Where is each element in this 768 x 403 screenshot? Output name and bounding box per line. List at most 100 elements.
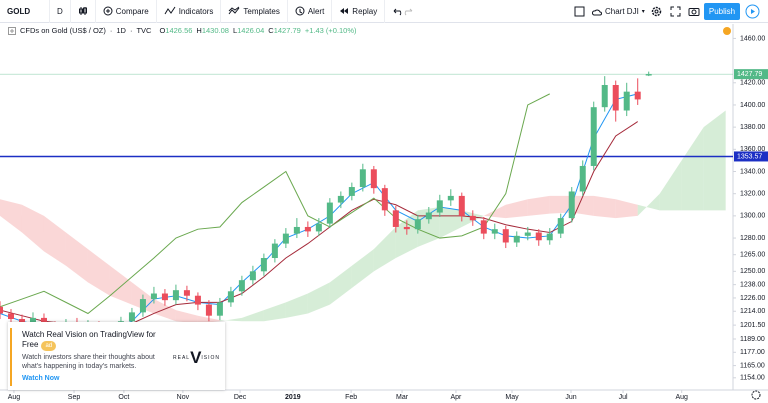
y-tick-label: 1360.00 <box>740 146 765 153</box>
y-tick-label: 1177.00 <box>740 349 765 356</box>
y-tick-label: 1201.50 <box>740 322 765 329</box>
ad-cta[interactable]: Watch Now <box>22 375 60 382</box>
candle-body <box>403 226 410 230</box>
x-tick-label: Jun <box>565 394 576 401</box>
settings-button[interactable] <box>651 6 662 17</box>
plot-area <box>0 71 733 338</box>
candle-body <box>216 302 223 316</box>
candle-body <box>469 215 476 221</box>
ohlc-value: 1430.08 <box>201 26 229 35</box>
sep: · <box>129 26 133 35</box>
ad-badge: ad <box>41 341 57 351</box>
x-tick-label: Feb <box>345 394 357 401</box>
compare-label: Compare <box>115 6 149 16</box>
cloud-segment <box>703 110 726 211</box>
candle-body <box>282 233 289 244</box>
ohlc-value: 1426.56 <box>165 26 193 35</box>
ad-title-row: Watch Real Vision on TradingView for Fre… <box>22 330 162 351</box>
level-tag <box>734 151 768 162</box>
publish-label: Publish <box>708 7 736 16</box>
ad-panel: Watch Real Vision on TradingView for Fre… <box>8 322 225 390</box>
candle-body <box>579 165 586 192</box>
candle-body <box>7 313 14 320</box>
chart-type-button[interactable] <box>71 0 96 23</box>
y-tick-label: 1165.00 <box>740 362 765 369</box>
publish-button[interactable]: Publish <box>704 3 740 20</box>
y-tick-label: 1214.00 <box>740 308 765 315</box>
symbol-search[interactable]: GOLD <box>0 0 50 23</box>
fullscreen-toggle[interactable] <box>574 6 585 17</box>
cloud-segment <box>21 204 44 252</box>
candle-body <box>0 306 3 314</box>
cloud-segment <box>109 265 132 305</box>
candle-body <box>381 188 388 211</box>
ad-body: Watch investors share their thoughts abo… <box>22 354 155 370</box>
y-tick-label: 1420.00 <box>740 80 765 87</box>
alert-icon <box>295 6 305 16</box>
chevron: ▾ <box>641 9 645 15</box>
candle-body <box>491 229 498 234</box>
candle-body <box>535 232 542 241</box>
cloud-segment <box>307 282 330 314</box>
alert-label: Alert <box>307 6 325 16</box>
live-button[interactable] <box>745 4 760 19</box>
interval-button[interactable]: D <box>50 0 71 23</box>
candle-body <box>260 258 267 272</box>
change: +1.43 (+0.10%) <box>304 26 357 35</box>
candle-body <box>557 218 564 234</box>
cloud-icon <box>592 9 602 15</box>
symbol-name: CFDs on Gold (US$ / OZ) <box>20 26 106 35</box>
indicator-line <box>0 93 550 315</box>
candle-body <box>480 220 487 234</box>
y-tick-label: 1226.00 <box>740 295 765 302</box>
ohlc-label: O <box>159 26 166 35</box>
cloud-segment <box>263 302 286 322</box>
undo-redo[interactable] <box>385 0 421 23</box>
collapse-icon[interactable] <box>8 26 16 35</box>
alert-button[interactable]: Alert <box>288 0 333 23</box>
cloud-segment <box>615 199 638 219</box>
logo-part: V <box>190 348 202 367</box>
cloud-segment <box>241 310 264 322</box>
cloud-segment <box>681 127 704 211</box>
cloud-segment <box>175 310 198 324</box>
compare-button[interactable]: Compare <box>96 0 157 23</box>
cloud-segment <box>571 195 594 216</box>
candle-body <box>348 187 355 196</box>
y-tick-label: 1340.00 <box>740 168 765 175</box>
indicators-button[interactable]: Indicators <box>157 0 222 23</box>
candle-body <box>414 219 421 230</box>
y-tick-label: 1380.00 <box>740 124 765 131</box>
cloud-segment <box>505 199 528 219</box>
maximize-button[interactable] <box>670 6 681 17</box>
candle-body <box>150 293 157 300</box>
layout-label: Chart DJI <box>605 7 639 16</box>
candle-body <box>205 304 212 316</box>
candle-body <box>645 74 652 76</box>
replay-button[interactable]: Replay <box>332 0 386 23</box>
replay-icon <box>340 8 349 14</box>
candle-body <box>139 299 146 313</box>
candle-body <box>568 191 575 219</box>
templates-button[interactable]: Templates <box>221 0 288 23</box>
cloud-segment <box>373 226 396 272</box>
candle-body <box>623 91 630 111</box>
ad-title[interactable]: Watch Real Vision on TradingView for Fre… <box>22 330 156 349</box>
x-tick-label: Sep <box>68 394 81 401</box>
snapshot-button[interactable] <box>688 6 700 17</box>
y-tick-label: 1300.00 <box>740 213 765 220</box>
level-tag-label: 1353.57 <box>737 153 762 160</box>
chart: 1460.00 1420.00 1400.00 1380.00 1360.00 1340.… <box>0 24 768 401</box>
axis-settings[interactable] <box>751 390 761 400</box>
candle-body <box>447 195 454 201</box>
x-tick-label: Oct <box>118 394 129 401</box>
x-tick-label: Nov <box>177 394 190 401</box>
event-marker[interactable] <box>723 27 731 35</box>
candle-body <box>128 312 135 322</box>
candle-body <box>513 235 520 243</box>
layout-button[interactable]: Chart DJI ▾ <box>592 0 645 23</box>
candle-body <box>172 290 179 301</box>
cloud-segment <box>659 160 682 211</box>
x-tick-label: Jul <box>619 394 628 401</box>
